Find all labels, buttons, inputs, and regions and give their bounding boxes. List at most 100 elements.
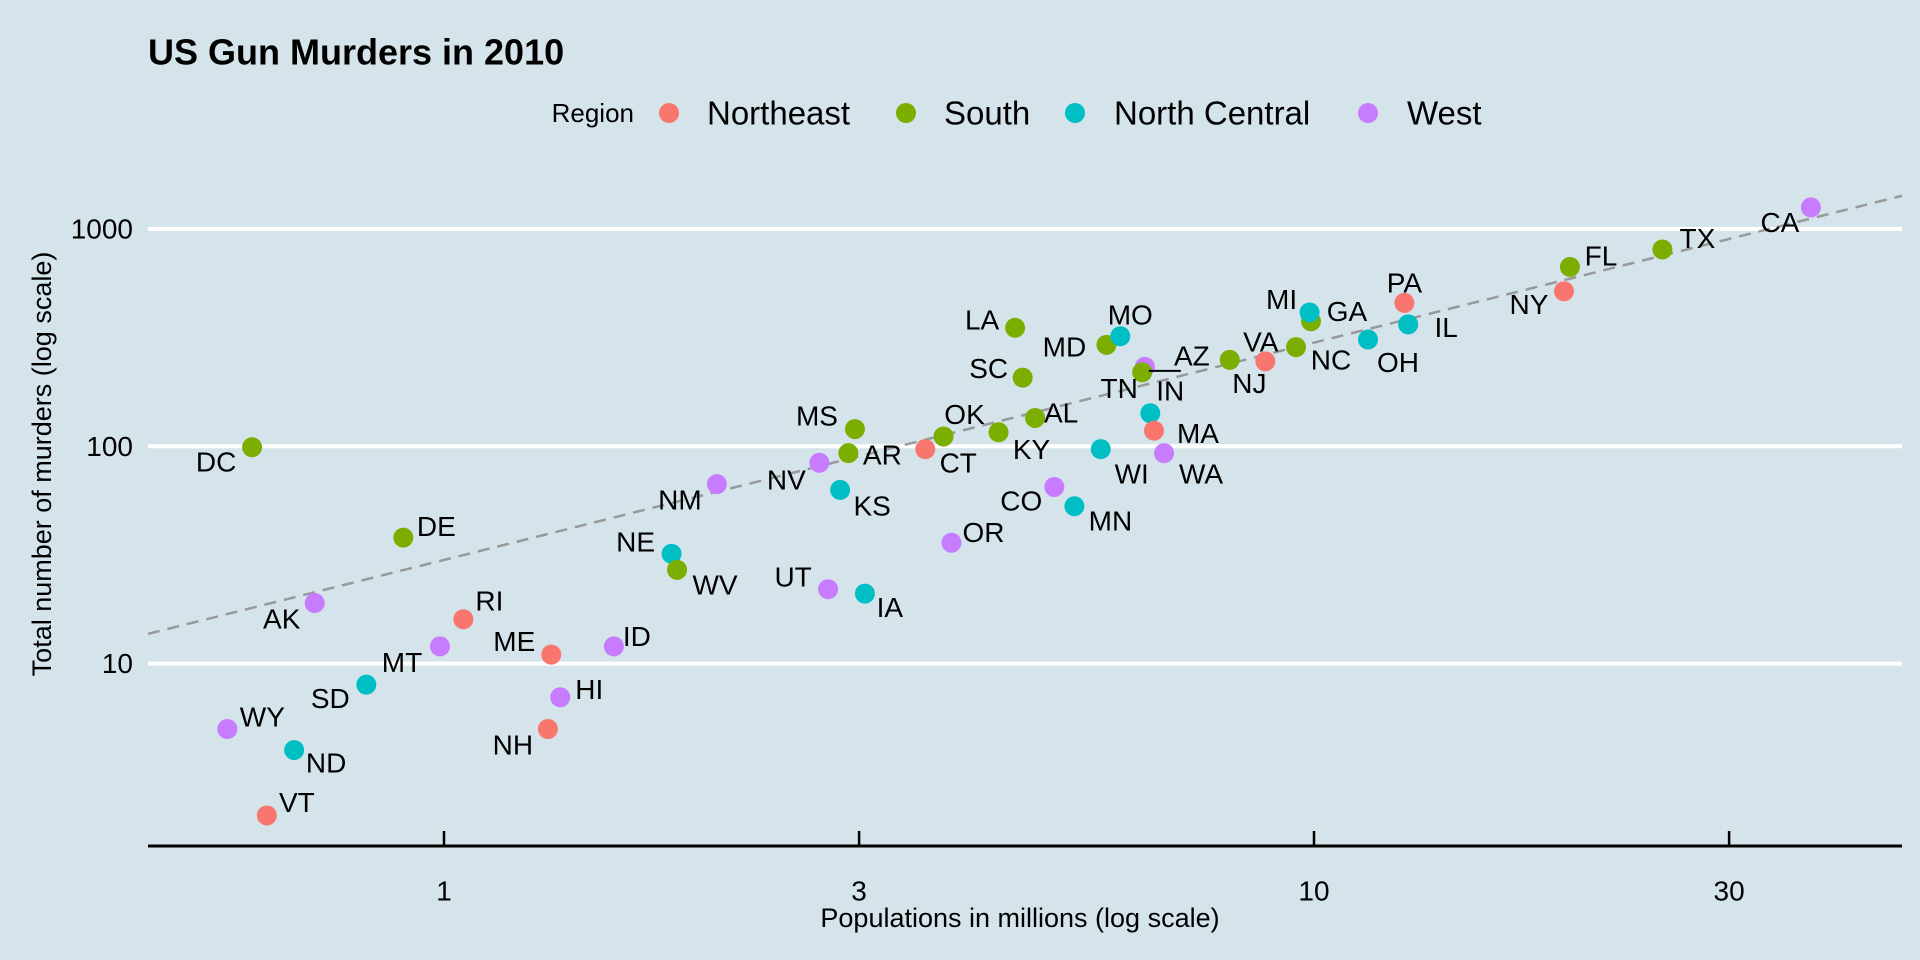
average-rate-trend-line bbox=[147, 194, 1903, 636]
data-point-MS bbox=[844, 419, 865, 440]
state-label-NE: NE bbox=[616, 526, 655, 557]
state-label-KY: KY bbox=[1013, 434, 1051, 465]
data-point-TN bbox=[1132, 362, 1153, 383]
data-point-CA bbox=[1800, 197, 1821, 218]
legend-key-dot-south bbox=[896, 103, 916, 123]
data-point-IL bbox=[1398, 314, 1419, 335]
state-label-SD: SD bbox=[311, 683, 350, 714]
legend-item-label-north-central: North Central bbox=[1114, 95, 1310, 132]
data-point-KY bbox=[988, 422, 1009, 443]
state-label-OK: OK bbox=[944, 399, 985, 430]
legend-item-label-south: South bbox=[944, 95, 1030, 132]
data-point-CT bbox=[915, 439, 936, 460]
state-label-ME: ME bbox=[493, 626, 535, 657]
data-point-WI bbox=[1090, 439, 1111, 460]
legend-item-label-northeast: Northeast bbox=[707, 95, 850, 132]
page-title: US Gun Murders in 2010 bbox=[148, 32, 564, 73]
state-label-HI: HI bbox=[575, 674, 603, 705]
state-label-DC: DC bbox=[196, 447, 236, 478]
state-label-WI: WI bbox=[1115, 459, 1149, 490]
data-point-NH bbox=[537, 719, 558, 740]
state-label-NH: NH bbox=[493, 730, 533, 761]
state-label-MI: MI bbox=[1266, 284, 1297, 315]
data-point-IN bbox=[1140, 403, 1161, 424]
x-tick-label-1: 1 bbox=[436, 876, 452, 907]
data-point-OK bbox=[933, 426, 954, 447]
legend: Region Northeast South North Central West bbox=[552, 95, 1482, 132]
state-label-OR: OR bbox=[962, 517, 1004, 548]
data-point-KS bbox=[830, 479, 851, 500]
state-label-LA: LA bbox=[965, 304, 1000, 335]
legend-title: Region bbox=[552, 98, 634, 128]
state-label-DE: DE bbox=[417, 511, 456, 542]
data-point-VT bbox=[256, 805, 277, 826]
legend-key-dot-north-central bbox=[1065, 103, 1085, 123]
state-label-MN: MN bbox=[1089, 506, 1133, 537]
state-label-WA: WA bbox=[1179, 459, 1223, 490]
data-point-MI bbox=[1299, 302, 1320, 323]
y-tick-label-100: 100 bbox=[86, 431, 133, 462]
state-label-IL: IL bbox=[1434, 312, 1457, 343]
state-label-AK: AK bbox=[263, 604, 301, 635]
data-point-NY bbox=[1553, 281, 1574, 302]
state-label-MO: MO bbox=[1108, 300, 1153, 331]
data-point-NJ bbox=[1255, 351, 1276, 372]
state-label-WY: WY bbox=[240, 702, 285, 733]
state-labels-layer: AL AK AZ AR CA CO CT DE DC FL GA HI ID IL IN IA KS KY LA ME… bbox=[196, 207, 1800, 818]
state-label-VT: VT bbox=[279, 787, 315, 818]
data-point-NE bbox=[661, 543, 682, 564]
data-point-VA bbox=[1219, 349, 1240, 370]
state-label-PA: PA bbox=[1387, 267, 1423, 298]
data-point-NM bbox=[706, 474, 727, 495]
data-point-DE bbox=[393, 527, 414, 548]
data-point-MA bbox=[1143, 420, 1164, 441]
data-point-UT bbox=[818, 579, 839, 600]
data-point-ID bbox=[603, 636, 624, 657]
axis-layer: 1 3 10 30 10 100 1000 bbox=[71, 214, 1902, 907]
data-point-FL bbox=[1559, 256, 1580, 277]
data-point-DC bbox=[242, 437, 263, 458]
state-label-WV: WV bbox=[692, 569, 737, 600]
state-label-MT: MT bbox=[382, 647, 422, 678]
x-tick-label-10: 10 bbox=[1298, 876, 1329, 907]
data-point-ME bbox=[541, 644, 562, 665]
state-label-SC: SC bbox=[969, 353, 1008, 384]
state-label-MD: MD bbox=[1043, 331, 1087, 362]
state-label-IN: IN bbox=[1156, 376, 1184, 407]
data-point-MN bbox=[1064, 496, 1085, 517]
data-point-NV bbox=[809, 452, 830, 473]
state-label-MS: MS bbox=[796, 401, 838, 432]
state-label-VA: VA bbox=[1243, 326, 1279, 357]
data-point-MT bbox=[429, 636, 450, 657]
data-point-IA bbox=[854, 583, 875, 604]
data-point-HI bbox=[550, 687, 571, 708]
data-point-ND bbox=[284, 740, 305, 761]
data-point-CO bbox=[1044, 476, 1065, 497]
state-label-NV: NV bbox=[767, 464, 806, 495]
data-point-OR bbox=[941, 532, 962, 553]
data-point-SD bbox=[356, 674, 377, 695]
data-point-AK bbox=[304, 593, 325, 614]
data-point-RI bbox=[453, 609, 474, 630]
data-point-NC bbox=[1286, 337, 1307, 358]
state-label-RI: RI bbox=[475, 586, 503, 617]
data-point-AR bbox=[838, 443, 859, 464]
y-tick-label-10: 10 bbox=[102, 648, 133, 679]
data-point-PA bbox=[1394, 292, 1415, 313]
points-layer bbox=[217, 197, 1821, 826]
gridlines-layer bbox=[148, 227, 1902, 666]
state-label-NY: NY bbox=[1510, 289, 1549, 320]
data-point-MO bbox=[1110, 326, 1131, 347]
trend-line-layer bbox=[147, 194, 1903, 636]
legend-items: Northeast South North Central West bbox=[659, 95, 1482, 132]
legend-key-dot-west bbox=[1358, 103, 1378, 123]
state-label-ND: ND bbox=[306, 748, 346, 779]
state-label-CO: CO bbox=[1000, 485, 1042, 516]
state-label-CT: CT bbox=[940, 448, 977, 479]
state-label-UT: UT bbox=[774, 562, 811, 593]
state-label-OH: OH bbox=[1377, 347, 1419, 378]
data-point-SC bbox=[1012, 367, 1033, 388]
state-label-AR: AR bbox=[863, 440, 902, 471]
state-label-GA: GA bbox=[1327, 296, 1368, 327]
